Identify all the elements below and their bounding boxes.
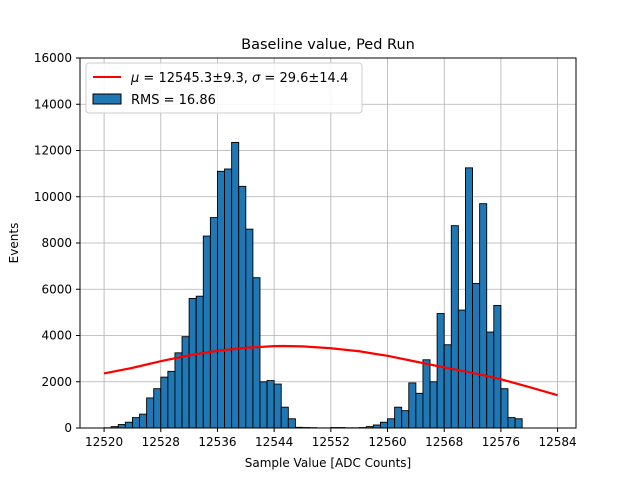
y-tick-label: 10000 xyxy=(34,190,72,204)
histogram-bar xyxy=(273,383,282,429)
histogram-bar xyxy=(224,168,233,429)
legend-hist-swatch xyxy=(92,93,122,105)
legend-fit-label: μ = 12545.3±9.3, σ = 29.6±14.4 xyxy=(130,71,348,86)
y-tick-label: 4000 xyxy=(41,329,72,343)
histogram-bar xyxy=(188,298,197,429)
x-tick-label: 12528 xyxy=(142,435,180,449)
legend-box xyxy=(85,62,363,114)
fit-curve-group xyxy=(103,344,558,397)
histogram-bar xyxy=(160,376,169,429)
histogram-bar xyxy=(457,309,466,429)
histogram-bar xyxy=(202,235,211,429)
y-tick-label: 8000 xyxy=(41,236,72,250)
histogram-bar xyxy=(266,380,275,429)
histogram-bar xyxy=(167,370,176,429)
histogram-bar xyxy=(146,397,155,429)
x-tick-label: 12520 xyxy=(85,435,123,449)
histogram-bar xyxy=(422,359,431,429)
x-axis-ticks: 12520 12528 12536 12544 12552 12560 12568 12576… xyxy=(85,428,577,449)
x-tick-label: 12536 xyxy=(198,435,236,449)
y-axis-ticks: 0 2000 4000 6000 8000 10000 12000 14000 16000 xyxy=(34,51,80,435)
x-tick-label: 12576 xyxy=(482,435,520,449)
histogram-bars xyxy=(103,141,523,429)
x-axis-label: Sample Value [ADC Counts] xyxy=(245,456,411,470)
histogram-bar xyxy=(450,225,459,429)
histogram-bar xyxy=(181,336,190,429)
histogram-bar xyxy=(514,418,523,429)
y-tick-label: 16000 xyxy=(34,51,72,65)
histogram-bar xyxy=(287,418,296,429)
histogram-bar xyxy=(408,382,417,429)
y-tick-label: 14000 xyxy=(34,97,72,111)
histogram-bar xyxy=(493,304,502,429)
histogram-bar xyxy=(472,283,481,429)
histogram-bar xyxy=(280,406,289,429)
histogram-bar xyxy=(153,388,162,429)
histogram-bar xyxy=(217,170,225,429)
legend: μ = 12545.3±9.3, σ = 29.6±14.4 RMS = 16.… xyxy=(85,62,363,114)
histogram-bar xyxy=(252,277,261,429)
histogram-bar xyxy=(209,217,218,429)
chart-title: Baseline value, Ped Run xyxy=(241,37,415,53)
y-tick-label: 6000 xyxy=(41,282,72,296)
histogram-bar xyxy=(131,417,140,429)
x-tick-label: 12584 xyxy=(538,435,576,449)
histogram-bar xyxy=(174,352,183,429)
fit-curve-line xyxy=(103,344,558,397)
x-tick-label: 12552 xyxy=(312,435,350,449)
histogram-bar xyxy=(443,344,452,429)
x-tick-label: 12568 xyxy=(425,435,463,449)
histogram-bar xyxy=(387,418,396,429)
histogram-bar xyxy=(415,392,424,429)
histogram-bar xyxy=(238,185,247,429)
histogram-bar xyxy=(231,141,240,429)
histogram-bar xyxy=(139,413,148,429)
histogram-bar xyxy=(429,381,438,429)
x-tick-label: 12560 xyxy=(368,435,406,449)
histogram-bar xyxy=(486,331,495,429)
histogram-bar xyxy=(117,424,126,429)
histogram-bar xyxy=(394,406,403,429)
y-axis-label: Events xyxy=(7,223,21,264)
y-tick-label: 2000 xyxy=(41,375,72,389)
histogram-bar xyxy=(379,421,388,429)
histogram-bar xyxy=(465,167,473,429)
histogram-bar xyxy=(245,228,254,429)
histogram-bar xyxy=(500,388,509,429)
histogram-bar xyxy=(195,295,204,429)
y-tick-label: 12000 xyxy=(34,144,72,158)
histogram-bar xyxy=(479,203,488,429)
histogram-bar xyxy=(507,417,516,429)
histogram-bar xyxy=(259,381,268,429)
x-tick-label: 12544 xyxy=(255,435,293,449)
legend-hist-label: RMS = 16.86 xyxy=(131,93,216,108)
histogram-bar xyxy=(124,421,133,429)
histogram-bar xyxy=(401,410,410,429)
histogram-bar xyxy=(436,313,445,429)
y-tick-label: 0 xyxy=(64,421,72,435)
